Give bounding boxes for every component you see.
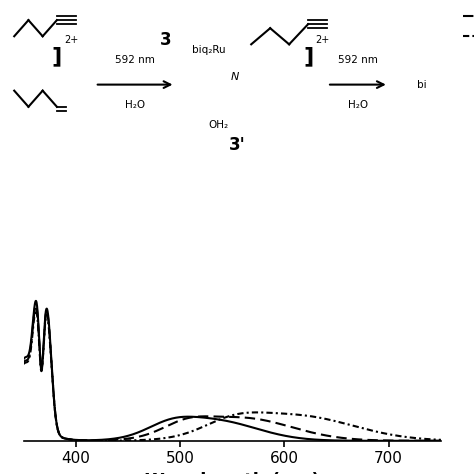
Text: ]: ] <box>52 46 62 66</box>
Text: 3': 3' <box>228 136 246 154</box>
Text: 3: 3 <box>160 31 172 49</box>
Text: OH₂: OH₂ <box>208 120 228 130</box>
Legend: 0, 4, 4: 0, 4, 4 <box>457 0 474 49</box>
Text: biq₂Ru: biq₂Ru <box>192 46 225 55</box>
Text: H₂O: H₂O <box>348 100 368 110</box>
Text: bi: bi <box>417 80 427 90</box>
Text: 592 nm: 592 nm <box>115 55 155 65</box>
Text: H₂O: H₂O <box>125 100 145 110</box>
Text: 2+: 2+ <box>315 35 329 46</box>
Text: N: N <box>230 72 239 82</box>
Text: 592 nm: 592 nm <box>338 55 378 65</box>
Text: 2+: 2+ <box>64 35 78 46</box>
X-axis label: Wavelength (nm): Wavelength (nm) <box>145 472 319 474</box>
Text: ]: ] <box>303 46 313 66</box>
